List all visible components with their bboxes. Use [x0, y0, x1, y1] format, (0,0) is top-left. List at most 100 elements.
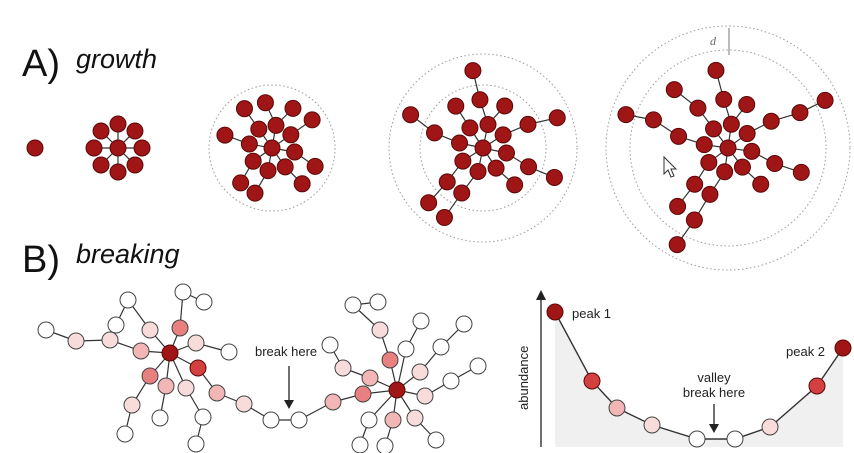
panel-a-letter: A): [22, 43, 60, 85]
breaking-node: [220, 343, 238, 361]
growth-rings: [208, 25, 851, 271]
breaking-node: [381, 351, 399, 369]
growth-node: [494, 126, 512, 144]
growth-node: [715, 90, 733, 108]
growth-node: [306, 157, 324, 175]
growth-node: [700, 153, 718, 171]
breaking-node: [290, 411, 308, 429]
breaking-node: [187, 334, 205, 352]
growth-node: [286, 143, 304, 161]
breaking-node: [107, 316, 125, 334]
growth-node: [497, 144, 515, 162]
valley-label-line1: valley: [697, 370, 731, 385]
abundance-points: [546, 303, 852, 448]
growth-node: [469, 162, 487, 180]
growth-node: [284, 99, 302, 117]
breaking-node: [189, 359, 207, 377]
breaking-node: [406, 409, 424, 427]
growth-node: [250, 120, 268, 138]
growth-node: [791, 104, 809, 122]
growth-node: [762, 112, 780, 130]
growth-node: [766, 155, 784, 173]
breaking-node: [235, 395, 253, 413]
breaking-node: [334, 359, 352, 377]
breaking-node: [101, 331, 119, 349]
breaking-node: [187, 435, 205, 453]
panel-b-title: breaking: [76, 239, 180, 269]
growth-node: [707, 61, 725, 79]
breaking-node: [177, 379, 195, 397]
breaking-node: [469, 357, 487, 375]
breaking-node: [388, 381, 406, 399]
growth-node: [109, 115, 127, 133]
breaking-node: [361, 369, 379, 387]
panel-a-title: growth: [76, 44, 157, 74]
growth-node: [435, 209, 453, 227]
growth-node: [487, 159, 505, 177]
abundance-point: [761, 418, 779, 436]
growth-node: [259, 162, 277, 180]
breaking-nodes: [37, 283, 487, 453]
growth-node: [109, 163, 127, 181]
growth-ring: [388, 53, 578, 243]
growth-ring: [629, 49, 827, 247]
y-axis-arrow: [536, 290, 546, 300]
growth-node: [451, 134, 469, 152]
panel-b-letter: B): [22, 239, 60, 281]
abundance-point: [608, 399, 626, 417]
breaking-node: [262, 411, 280, 429]
growth-ring: [419, 84, 547, 212]
abundance-point: [583, 372, 601, 390]
growth-node: [701, 185, 719, 203]
breaking-node: [123, 396, 141, 414]
y-axis-title: abundance: [516, 346, 531, 410]
breaking-node: [369, 293, 387, 311]
growth-node: [85, 139, 103, 157]
growth-node: [520, 158, 538, 176]
growth-node: [743, 142, 761, 160]
growth-ring: [605, 25, 851, 271]
breaking-node: [432, 338, 450, 356]
growth-node: [402, 106, 420, 124]
breaking-node: [354, 385, 372, 403]
breaking-node: [132, 342, 150, 360]
breaking-node: [371, 321, 389, 339]
breaking-node: [151, 409, 169, 427]
growth-node: [216, 126, 234, 144]
breaking-node: [37, 321, 55, 339]
growth-node: [126, 156, 144, 174]
growth-node: [92, 122, 110, 140]
growth-node: [420, 194, 438, 212]
growth-node: [545, 168, 563, 186]
growth-node: [716, 163, 734, 181]
abundance-point: [546, 303, 564, 321]
growth-node: [752, 175, 770, 193]
growth-nodes: [26, 61, 834, 254]
breaking-node: [157, 377, 175, 395]
growth-node: [447, 97, 465, 115]
breaking-node: [195, 293, 213, 311]
abundance-point: [808, 377, 826, 395]
radius-label: d: [710, 34, 717, 48]
valley-arrow-head: [709, 424, 719, 433]
growth-node: [303, 111, 321, 129]
growth-node: [668, 236, 686, 254]
break-here-annotation: break here: [255, 344, 317, 359]
abundance-point: [726, 430, 744, 448]
growth-node: [438, 173, 456, 191]
growth-node: [293, 175, 311, 193]
growth-node: [686, 175, 704, 193]
peak-2-label: peak 2: [786, 344, 825, 359]
growth-node: [471, 91, 489, 109]
growth-node: [792, 163, 810, 181]
breaking-node: [194, 408, 212, 426]
breaking-node: [416, 387, 434, 405]
breaking-node: [344, 296, 362, 314]
growth-node: [126, 122, 144, 140]
breaking-node: [397, 340, 415, 358]
breaking-node: [360, 411, 378, 429]
growth-node: [705, 120, 723, 138]
abundance-chart: abundance peak 1 peak 2 valley break her…: [516, 290, 852, 448]
growth-node: [461, 119, 479, 137]
